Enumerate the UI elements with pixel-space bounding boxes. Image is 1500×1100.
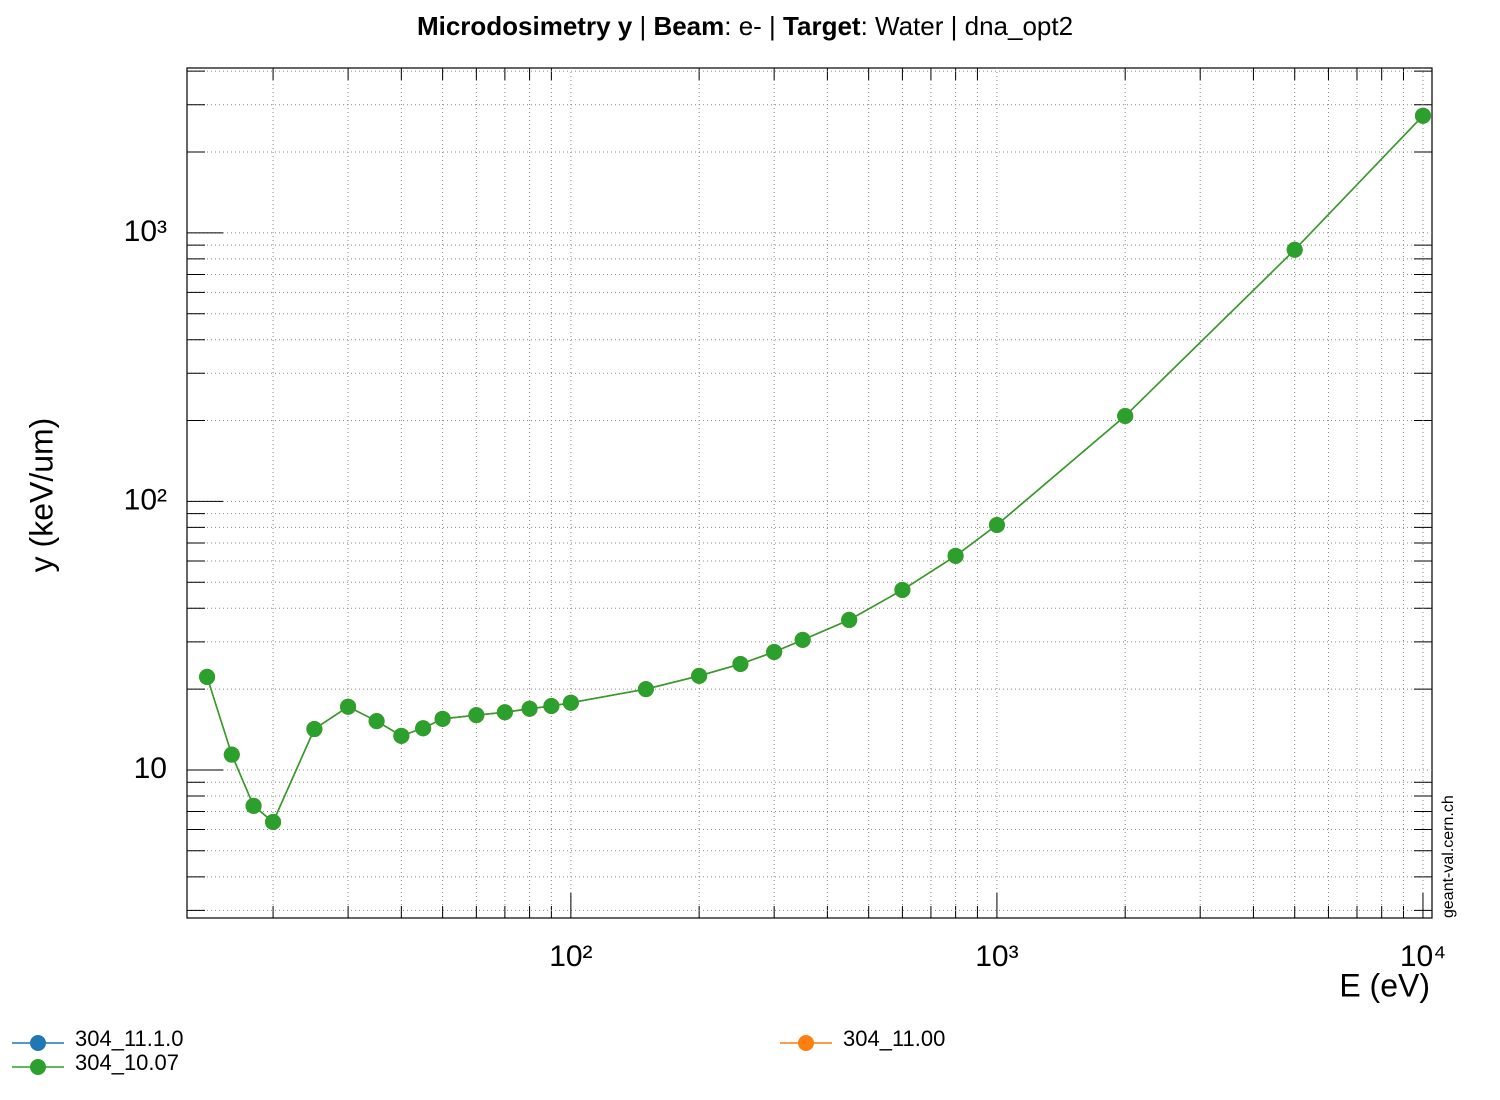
legend-label: 304_10.07 [75, 1050, 179, 1075]
data-point [637, 681, 654, 698]
plot-frame [186, 67, 1433, 919]
data-point [468, 707, 485, 724]
x-tick-label: 10³ [975, 940, 1018, 973]
legend-marker [30, 1035, 46, 1051]
y-tick-label: 10 [134, 752, 167, 785]
data-point [543, 698, 560, 715]
legend-marker [30, 1059, 46, 1075]
title-part: Target [783, 11, 861, 41]
x-tick-label: 10⁴ [1400, 940, 1446, 973]
data-point [496, 704, 513, 721]
y-tick-label: 10² [124, 483, 167, 516]
data-point [415, 720, 432, 737]
data-point [894, 581, 911, 598]
data-point [562, 694, 579, 711]
data-point [199, 668, 216, 685]
chart-title: Microdosimetry y | Beam: e- | Target: Wa… [417, 11, 1073, 41]
data-point [265, 814, 282, 831]
title-part: Microdosimetry y [417, 11, 633, 41]
data-point [223, 746, 240, 763]
data-point [340, 698, 357, 715]
legend-label: 304_11.1.0 [75, 1026, 183, 1051]
watermark: geant-val.cern.ch [1440, 795, 1457, 918]
legend-label: 304_11.00 [843, 1026, 945, 1051]
data-point [691, 667, 708, 684]
series-line [206, 115, 1424, 824]
title-part: : e- | [724, 11, 783, 41]
x-tick-label: 10² [549, 940, 592, 973]
title-part: Beam [653, 11, 724, 41]
series-line [206, 115, 1424, 824]
y-tick-label: 10³ [124, 215, 167, 248]
data-point [794, 631, 811, 648]
data-point [841, 611, 858, 628]
data-point [732, 656, 749, 673]
data-point [368, 713, 385, 730]
data-point [988, 516, 1005, 533]
y-axis-label: y (keV/um) [23, 418, 59, 573]
data-point [766, 643, 783, 660]
x-axis-label: E (eV) [1339, 967, 1430, 1003]
data-point [521, 700, 538, 717]
series-line [206, 115, 1424, 824]
data-point [947, 547, 964, 564]
data-point [434, 710, 451, 727]
data-point [1117, 407, 1134, 424]
title-part: : Water | dna_opt2 [861, 11, 1073, 41]
legend-marker [798, 1035, 814, 1051]
data-point [393, 727, 410, 744]
title-part: | [632, 11, 653, 41]
data-point [1286, 241, 1303, 258]
data-point [1414, 107, 1431, 124]
data-point [306, 721, 323, 738]
data-point [245, 797, 262, 814]
